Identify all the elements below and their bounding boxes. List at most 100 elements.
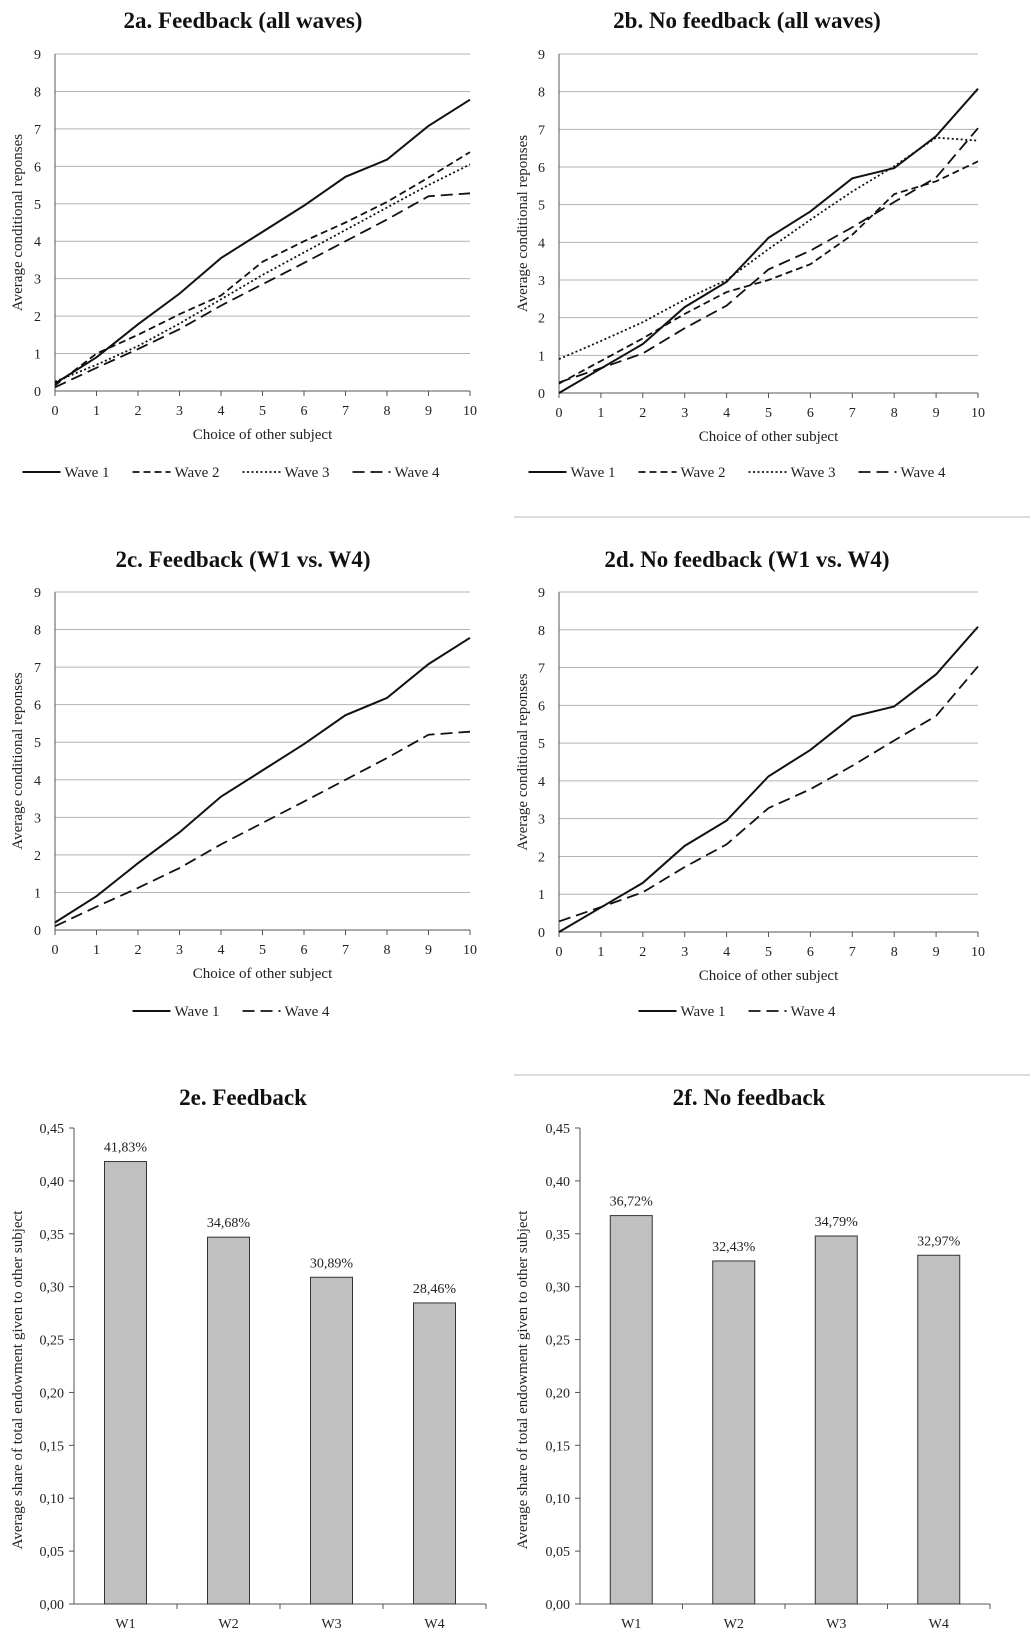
- y-tick-label: 0,20: [546, 1386, 571, 1401]
- x-tick-label: 6: [301, 943, 308, 958]
- y-tick-label: 1: [538, 888, 545, 903]
- legend-label: Wave 1: [175, 1004, 220, 1020]
- x-tick-label: 4: [723, 406, 730, 421]
- series-line-wave-4: [558, 665, 979, 923]
- x-tick-label: 6: [807, 406, 814, 421]
- x-tick-label: 2: [135, 943, 142, 958]
- y-tick-label: 7: [34, 661, 41, 676]
- y-axis-label: Average conditional reponses: [515, 673, 531, 850]
- x-tick-label: 1: [93, 404, 100, 419]
- y-tick-label: 1: [34, 886, 41, 901]
- bar-w3: [310, 1276, 353, 1605]
- y-tick-label: 0: [34, 385, 41, 400]
- bar-value-label: 28,46%: [413, 1282, 457, 1297]
- x-tick-label: 1: [597, 406, 604, 421]
- y-tick-label: 9: [34, 48, 41, 63]
- chart-2d: 2d. No feedback (W1 vs. W4) 0 1 2 3 4 5 6 7 8 9 0 1 2…: [515, 547, 985, 1020]
- bar-w3: [814, 1235, 858, 1605]
- series-line-wave-1: [558, 626, 979, 933]
- x-tick-label: 1: [93, 943, 100, 958]
- bar-w4: [413, 1302, 456, 1605]
- x-tick-label: 2: [639, 945, 646, 960]
- x-tick-label: 9: [425, 943, 432, 958]
- x-axis-label: Choice of other subject: [699, 429, 839, 445]
- x-tick-label: W4: [424, 1617, 444, 1632]
- y-tick-label: 0,15: [40, 1439, 65, 1454]
- y-tick-label: 8: [538, 86, 545, 101]
- y-tick-label: 7: [34, 123, 41, 138]
- y-tick-label: 0,05: [546, 1545, 571, 1560]
- y-tick-label: 2: [34, 310, 41, 325]
- y-axis-label: Average conditional reponses: [515, 135, 531, 312]
- bar-value-label: 36,72%: [610, 1195, 654, 1210]
- x-tick-label: 7: [342, 404, 349, 419]
- y-tick-label: 6: [34, 699, 41, 714]
- y-tick-label: 0,00: [546, 1598, 571, 1613]
- chart-2c: 2c. Feedback (W1 vs. W4) 0 1 2 3 4 5 6 7 8 9 0 1 2 3 4 5…: [10, 547, 477, 1020]
- bar-w2: [712, 1260, 756, 1605]
- chart-2b: 2b. No feedback (all waves) 0 1 2 3 4 5 6 7 8 9 0 1 2…: [515, 8, 985, 481]
- y-tick-label: 0,45: [546, 1122, 571, 1137]
- y-tick-label: 7: [538, 123, 545, 138]
- x-tick-label: 8: [891, 406, 898, 421]
- chart-title: 2b. No feedback (all waves): [613, 8, 881, 33]
- bar-w1: [104, 1161, 147, 1605]
- y-tick-label: 8: [538, 624, 545, 639]
- series-line-wave-3: [558, 136, 979, 360]
- x-tick-label: 4: [218, 943, 225, 958]
- legend-label: Wave 3: [285, 465, 330, 481]
- y-tick-label: 6: [34, 160, 41, 175]
- chart-title: 2c. Feedback (W1 vs. W4): [115, 547, 370, 572]
- x-tick-label: 0: [52, 943, 59, 958]
- x-tick-label: 7: [849, 406, 856, 421]
- x-tick-label: 8: [891, 945, 898, 960]
- y-tick-label: 0,10: [546, 1492, 571, 1507]
- x-axis-label: Choice of other subject: [193, 966, 333, 982]
- y-tick-label: 0: [538, 926, 545, 941]
- x-tick-label: 6: [301, 404, 308, 419]
- x-tick-label: 0: [52, 404, 59, 419]
- legend-label: Wave 2: [681, 465, 726, 481]
- x-axis-label: Choice of other subject: [699, 968, 839, 984]
- x-tick-label: 4: [218, 404, 225, 419]
- y-tick-label: 0,25: [40, 1334, 65, 1349]
- y-tick-label: 0,35: [546, 1228, 571, 1243]
- bar-value-label: 32,43%: [712, 1240, 756, 1255]
- chart-2e: 2e. Feedback 0,00 0,05 0,10 0,15 0,20 0,25 0,30…: [10, 1085, 487, 1632]
- y-tick-label: 0,30: [546, 1281, 571, 1296]
- y-tick-label: 7: [538, 662, 545, 677]
- y-tick-label: 0,40: [40, 1175, 65, 1190]
- y-tick-label: 9: [34, 586, 41, 601]
- legend-label: Wave 1: [65, 465, 110, 481]
- x-tick-label: 3: [176, 404, 183, 419]
- bar-value-label: 34,79%: [815, 1215, 859, 1230]
- series-line-wave-1: [558, 87, 979, 394]
- legend-label: Wave 2: [175, 465, 220, 481]
- x-tick-label: 6: [807, 945, 814, 960]
- x-tick-label: 2: [135, 404, 142, 419]
- legend-label: Wave 4: [285, 1004, 331, 1020]
- chart-title: 2a. Feedback (all waves): [124, 8, 363, 33]
- legend-label: Wave 1: [571, 465, 616, 481]
- x-tick-label: 5: [765, 945, 772, 960]
- y-tick-label: 0,40: [546, 1175, 571, 1190]
- y-tick-label: 2: [538, 312, 545, 327]
- series-line-wave-4: [54, 730, 471, 928]
- x-tick-label: 9: [933, 406, 940, 421]
- y-axis-label: Average share of total endowment given t…: [515, 1210, 531, 1550]
- y-tick-label: 9: [538, 48, 545, 63]
- x-tick-label: 8: [384, 404, 391, 419]
- x-tick-label: W3: [321, 1617, 341, 1632]
- y-tick-label: 0: [538, 387, 545, 402]
- series-line-wave-1: [54, 636, 471, 924]
- y-axis-label: Average conditional reponses: [10, 134, 26, 311]
- y-tick-label: 0,25: [546, 1334, 571, 1349]
- y-tick-label: 3: [34, 811, 41, 826]
- x-tick-label: 7: [342, 943, 349, 958]
- x-tick-label: W4: [929, 1617, 949, 1632]
- x-tick-label: 1: [597, 945, 604, 960]
- chart-title: 2e. Feedback: [179, 1085, 307, 1110]
- x-tick-label: 7: [849, 945, 856, 960]
- chart-title: 2f. No feedback: [673, 1085, 826, 1110]
- y-tick-label: 5: [34, 198, 41, 213]
